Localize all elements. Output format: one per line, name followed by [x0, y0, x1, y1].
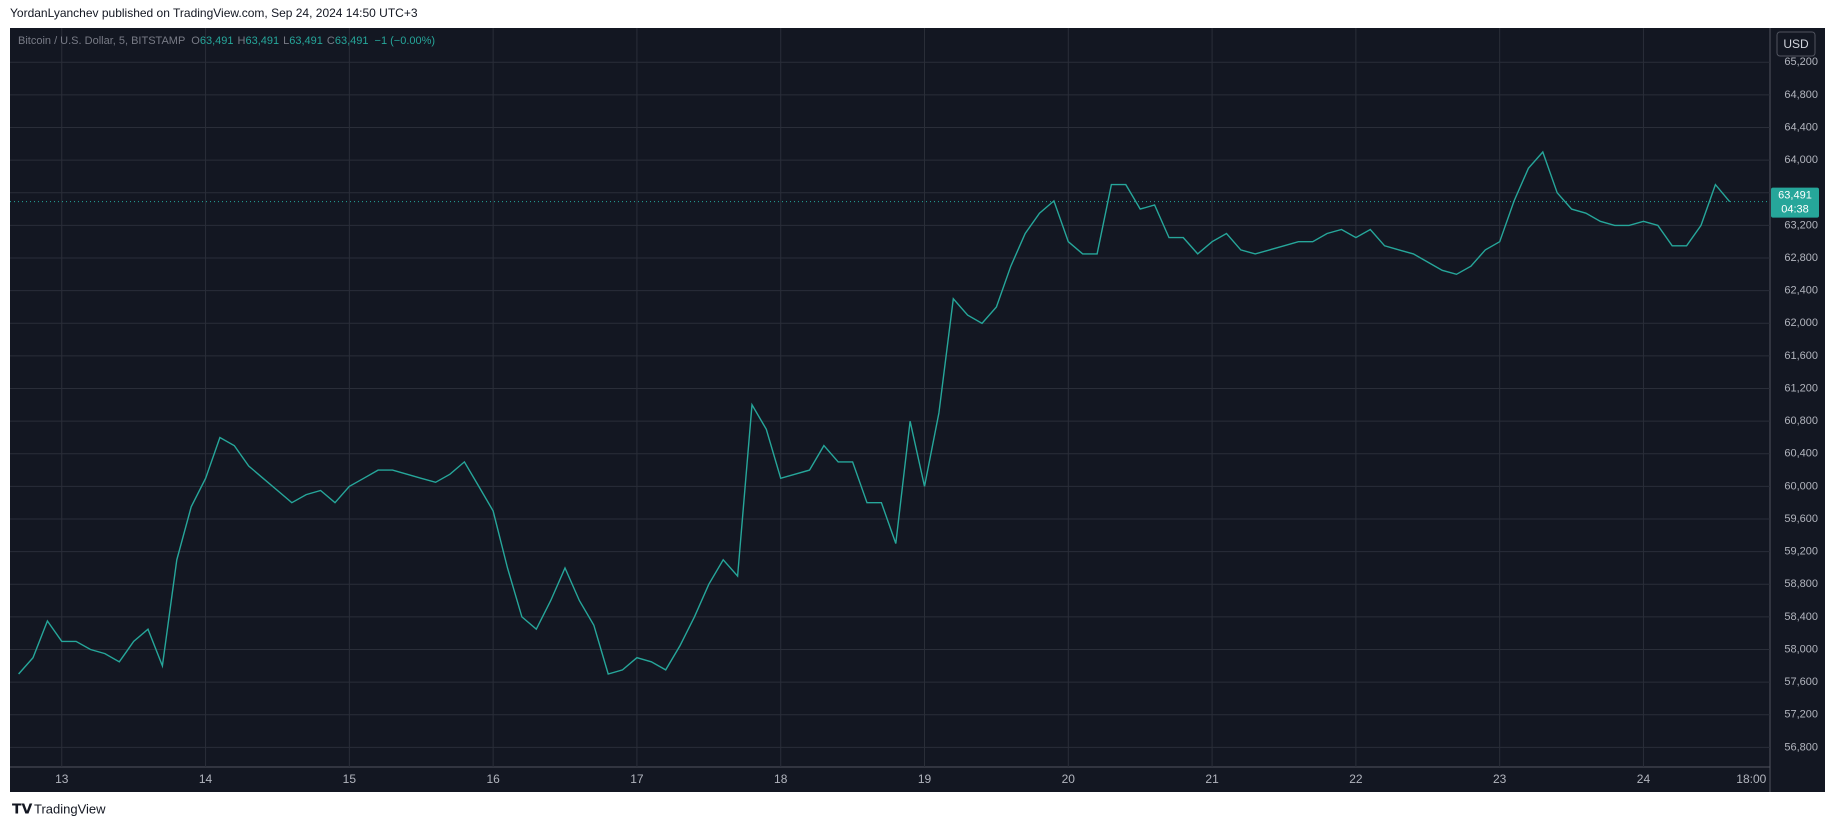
x-tick-label: 21	[1205, 772, 1219, 786]
symbol-title: Bitcoin / U.S. Dollar, 5, BITSTAMP	[18, 35, 185, 47]
y-tick-label: 58,400	[1784, 611, 1818, 623]
x-tick-label: 19	[918, 772, 932, 786]
ohlc-value: 63,491	[245, 35, 279, 47]
x-tick-label: 23	[1493, 772, 1507, 786]
y-tick-label: 65,200	[1784, 56, 1818, 68]
y-tick-label: 64,800	[1784, 89, 1818, 101]
x-tick-label: 22	[1349, 772, 1363, 786]
ohlc-key: O	[191, 35, 200, 47]
currency[interactable]: USD	[1783, 37, 1809, 51]
y-tick-label: 59,600	[1784, 513, 1818, 525]
countdown: 04:38	[1781, 204, 1809, 216]
y-tick-label: 57,600	[1784, 676, 1818, 688]
price-axis-bg	[1770, 28, 1825, 792]
y-tick-label: 63,200	[1784, 219, 1818, 231]
y-tick-label: 59,200	[1784, 546, 1818, 558]
ohlc-value: 63,491	[289, 35, 323, 47]
x-tick-label: 18	[774, 772, 788, 786]
x-tick-label: 16	[486, 772, 500, 786]
y-tick-label: 62,000	[1784, 317, 1818, 329]
y-tick-label: 64,400	[1784, 121, 1818, 133]
x-tick-label: 20	[1062, 772, 1076, 786]
y-tick-label: 58,800	[1784, 578, 1818, 590]
y-tick-label: 62,400	[1784, 285, 1818, 297]
y-tick-label: 56,800	[1784, 741, 1818, 753]
y-tick-label: 60,000	[1784, 480, 1818, 492]
last-price-badge	[1771, 187, 1819, 218]
x-tick-label: 18:00	[1736, 772, 1766, 786]
ohlc-value: 63,491	[200, 35, 234, 47]
ohlc-key: L	[283, 35, 289, 47]
currency-button[interactable]	[1776, 31, 1816, 57]
x-tick-label: 15	[343, 772, 357, 786]
publisher: YordanLyanchev published on TradingView.…	[10, 6, 418, 20]
logo: 𝗧𝗩	[12, 801, 33, 817]
price-line	[18, 150, 1731, 675]
y-tick-label: 61,200	[1784, 382, 1818, 394]
y-tick-label: 57,200	[1784, 709, 1818, 721]
y-tick-label: 62,800	[1784, 252, 1818, 264]
y-tick-label: 61,600	[1784, 350, 1818, 362]
x-tick-label: 13	[55, 772, 69, 786]
ohlc-key: C	[327, 35, 335, 47]
ohlc-value: 63,491	[335, 35, 369, 47]
ohlc-key: H	[238, 35, 246, 47]
x-tick-label: 14	[199, 772, 213, 786]
y-tick-label: 60,400	[1784, 448, 1818, 460]
y-tick-label: 58,000	[1784, 643, 1818, 655]
y-tick-label: 60,800	[1784, 415, 1818, 427]
x-tick-label: 24	[1637, 772, 1651, 786]
last-price-label: 63,491	[1778, 190, 1812, 202]
brand: TradingView	[34, 801, 106, 816]
y-tick-label: 64,000	[1784, 154, 1818, 166]
change: −1 (−0.00%)	[375, 35, 436, 47]
plot-bg	[10, 28, 1770, 767]
x-tick-label: 17	[630, 772, 644, 786]
time-axis-bg	[10, 767, 1770, 792]
